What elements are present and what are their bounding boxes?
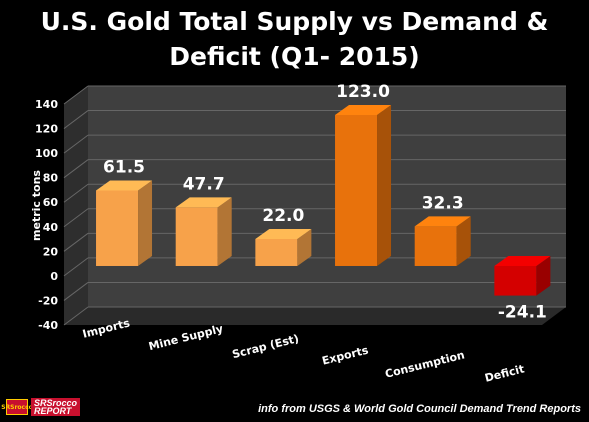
gridline-side bbox=[63, 183, 89, 203]
bar-front bbox=[175, 207, 218, 266]
data-label: 61.5 bbox=[103, 157, 145, 177]
x-tick-label: Mine Supply bbox=[147, 322, 224, 353]
x-tick-label: Deficit bbox=[483, 362, 525, 384]
logo-line-1: SRSrocco bbox=[34, 398, 78, 408]
gridline-side bbox=[63, 282, 89, 301]
chart-title-line-1: U.S. Gold Total Supply vs Demand & bbox=[40, 7, 549, 36]
gridline-side bbox=[63, 85, 89, 105]
x-tick-label: Exports bbox=[321, 343, 370, 367]
bar-front bbox=[494, 265, 537, 296]
source-note: info from USGS & World Gold Council Dema… bbox=[258, 403, 581, 415]
srsrocco-logo: SRSrocco SRSrocco REPORT bbox=[1, 398, 81, 416]
bar bbox=[494, 255, 551, 296]
data-label: -24.1 bbox=[498, 303, 547, 323]
bar bbox=[335, 104, 392, 266]
y-tick-label: -20 bbox=[38, 294, 58, 307]
gridline-side bbox=[63, 159, 89, 179]
gridline-side bbox=[63, 232, 89, 252]
floor bbox=[64, 307, 566, 325]
gridline-side bbox=[63, 257, 89, 277]
y-tick-label: 80 bbox=[43, 172, 59, 185]
x-tick-label: Scrap (Est) bbox=[231, 332, 300, 361]
bar bbox=[255, 228, 312, 266]
logo-mark-icon: SRSrocco bbox=[1, 399, 33, 415]
bar-front bbox=[96, 190, 139, 266]
bar bbox=[175, 197, 232, 266]
back-wall bbox=[88, 86, 566, 307]
bar bbox=[96, 180, 153, 266]
bar-top bbox=[494, 255, 551, 266]
gridline-side bbox=[63, 208, 89, 228]
y-tick-label: -40 bbox=[38, 319, 58, 332]
bar-front bbox=[414, 226, 457, 266]
gridline-side bbox=[63, 110, 89, 129]
y-tick-label: 0 bbox=[50, 270, 58, 283]
bar-top bbox=[175, 197, 232, 208]
data-label: 123.0 bbox=[336, 82, 390, 102]
bar-side bbox=[217, 197, 232, 266]
bar-top bbox=[96, 180, 153, 191]
bar-top bbox=[414, 216, 471, 227]
gridline-side bbox=[63, 134, 89, 154]
y-tick-label: 40 bbox=[43, 221, 59, 234]
y-axis-label: metric tons bbox=[30, 170, 43, 241]
y-tick-label: 120 bbox=[35, 123, 58, 136]
bar-side bbox=[297, 228, 312, 266]
bar-side bbox=[456, 216, 471, 266]
logo-line-2: REPORT bbox=[34, 406, 72, 416]
logo-wordmark: SRSrocco REPORT bbox=[31, 398, 81, 416]
bar-top bbox=[335, 104, 392, 115]
bar-front bbox=[335, 114, 378, 266]
bar-side bbox=[536, 255, 551, 296]
y-tick-label: 140 bbox=[35, 98, 58, 111]
y-tick-label: 20 bbox=[43, 245, 59, 258]
data-label: 47.7 bbox=[183, 174, 225, 194]
chart-title-line-2: Deficit (Q1- 2015) bbox=[169, 42, 420, 71]
data-label: 32.3 bbox=[422, 193, 464, 213]
x-tick-label: Consumption bbox=[384, 348, 466, 380]
bar-top bbox=[255, 228, 312, 239]
bar-side bbox=[377, 104, 392, 266]
bar bbox=[414, 216, 471, 266]
y-tick-label: 60 bbox=[43, 196, 59, 209]
bar-front bbox=[255, 238, 298, 266]
data-label: 22.0 bbox=[262, 206, 304, 226]
bar-side bbox=[138, 180, 153, 266]
side-wall bbox=[64, 86, 88, 325]
gridline-side bbox=[63, 306, 89, 326]
y-tick-label: 100 bbox=[35, 147, 58, 160]
